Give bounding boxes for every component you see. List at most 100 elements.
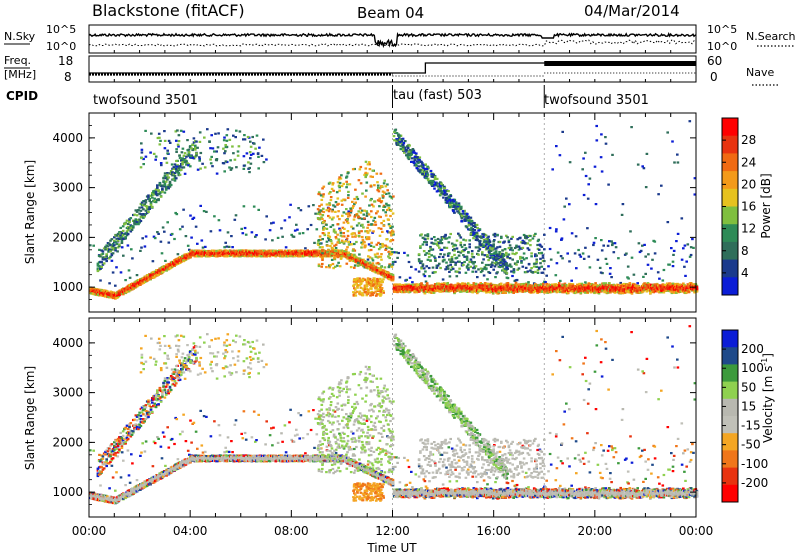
power-cell bbox=[578, 282, 581, 286]
power-cell bbox=[270, 222, 273, 225]
power-cell bbox=[309, 223, 313, 227]
power-cell bbox=[280, 249, 283, 252]
power-cell bbox=[491, 292, 495, 295]
power-cell bbox=[397, 251, 400, 255]
power-cell bbox=[299, 209, 303, 212]
power-cell bbox=[610, 276, 613, 279]
power-cell bbox=[347, 210, 350, 213]
power-cell bbox=[445, 261, 448, 264]
power-cell bbox=[582, 257, 586, 260]
power-cell bbox=[268, 229, 272, 232]
power-cell bbox=[186, 244, 190, 247]
power-cell bbox=[596, 258, 600, 261]
power-cell bbox=[506, 284, 510, 287]
power-cell bbox=[604, 257, 608, 260]
power-cell bbox=[165, 269, 168, 272]
power-cell bbox=[575, 267, 578, 270]
power-cell bbox=[226, 231, 230, 234]
power-cell bbox=[476, 276, 479, 279]
power-cell bbox=[288, 216, 291, 219]
power-cell bbox=[115, 266, 118, 269]
power-cell bbox=[119, 271, 123, 274]
power-cell bbox=[342, 251, 346, 254]
power-cell bbox=[406, 254, 410, 257]
power-cell bbox=[182, 208, 185, 211]
power-cell bbox=[414, 268, 418, 271]
power-cell bbox=[577, 248, 580, 252]
power-cell bbox=[130, 248, 133, 251]
power-cell bbox=[167, 241, 171, 244]
power-cell bbox=[106, 290, 109, 293]
power-cell bbox=[555, 262, 559, 265]
power-cell bbox=[107, 250, 110, 253]
power-cell bbox=[290, 233, 293, 236]
power-cell bbox=[175, 213, 179, 216]
power-cell bbox=[524, 266, 528, 269]
power-cell bbox=[494, 276, 497, 279]
power-cell bbox=[139, 283, 142, 286]
power-cell bbox=[116, 296, 119, 299]
power-cell bbox=[304, 247, 307, 250]
power-cell bbox=[213, 215, 216, 218]
power-cell bbox=[144, 235, 148, 238]
power-cell bbox=[353, 242, 356, 246]
power-cell bbox=[513, 290, 517, 293]
power-cell bbox=[557, 284, 561, 287]
cpid-dividers bbox=[392, 85, 545, 517]
power-cell bbox=[184, 235, 188, 238]
power-pixels bbox=[89, 120, 699, 300]
power-cell bbox=[244, 249, 248, 252]
power-cell bbox=[561, 257, 564, 260]
power-cell bbox=[460, 290, 463, 293]
power-cell bbox=[99, 279, 102, 282]
power-cell bbox=[428, 275, 431, 278]
power-cell bbox=[450, 242, 454, 245]
power-cell bbox=[189, 256, 192, 259]
cpid-segment-2: tau (fast) 503 bbox=[393, 88, 482, 103]
power-cell bbox=[240, 227, 243, 230]
power-cell bbox=[160, 252, 164, 255]
power-cell bbox=[241, 232, 245, 235]
power-cell bbox=[157, 232, 160, 235]
power-cell bbox=[598, 266, 602, 269]
power-cell bbox=[225, 250, 229, 253]
nsky-frame bbox=[88, 24, 697, 54]
power-cell bbox=[297, 207, 300, 210]
power-cell bbox=[396, 256, 399, 259]
power-cell bbox=[114, 284, 117, 287]
power-cell bbox=[199, 204, 202, 207]
beam-title: Beam 04 bbox=[357, 4, 424, 22]
power-cell bbox=[334, 246, 338, 250]
power-cell bbox=[116, 250, 119, 253]
power-cell bbox=[606, 244, 610, 247]
cpid-label: CPID bbox=[6, 89, 38, 103]
power-cell bbox=[201, 246, 205, 249]
power-cell bbox=[202, 210, 206, 213]
power-cell bbox=[268, 255, 272, 258]
nave-tick-top: 60 bbox=[707, 54, 722, 68]
power-cell bbox=[298, 232, 301, 235]
power-cell bbox=[205, 210, 208, 213]
power-cell bbox=[559, 279, 562, 282]
power-cell bbox=[107, 291, 110, 294]
power-cell bbox=[293, 254, 297, 257]
power-cell bbox=[111, 271, 115, 274]
power-cell bbox=[539, 283, 543, 286]
power-cell bbox=[234, 214, 238, 217]
power-cell bbox=[548, 247, 552, 251]
power-cell bbox=[271, 239, 274, 242]
nsky-label: N.Sky bbox=[4, 30, 36, 43]
freq-tick-bottom: 8 bbox=[64, 70, 72, 84]
power-cell bbox=[151, 260, 155, 263]
power-cell bbox=[573, 252, 577, 255]
power-cell bbox=[200, 239, 204, 242]
power-cell bbox=[243, 226, 247, 230]
power-cell bbox=[131, 257, 134, 260]
power-cell bbox=[124, 279, 127, 282]
power-cell bbox=[338, 227, 341, 230]
power-cell bbox=[135, 274, 139, 277]
power-cell bbox=[181, 225, 184, 228]
power-cell bbox=[254, 235, 257, 238]
power-cell bbox=[194, 249, 198, 252]
